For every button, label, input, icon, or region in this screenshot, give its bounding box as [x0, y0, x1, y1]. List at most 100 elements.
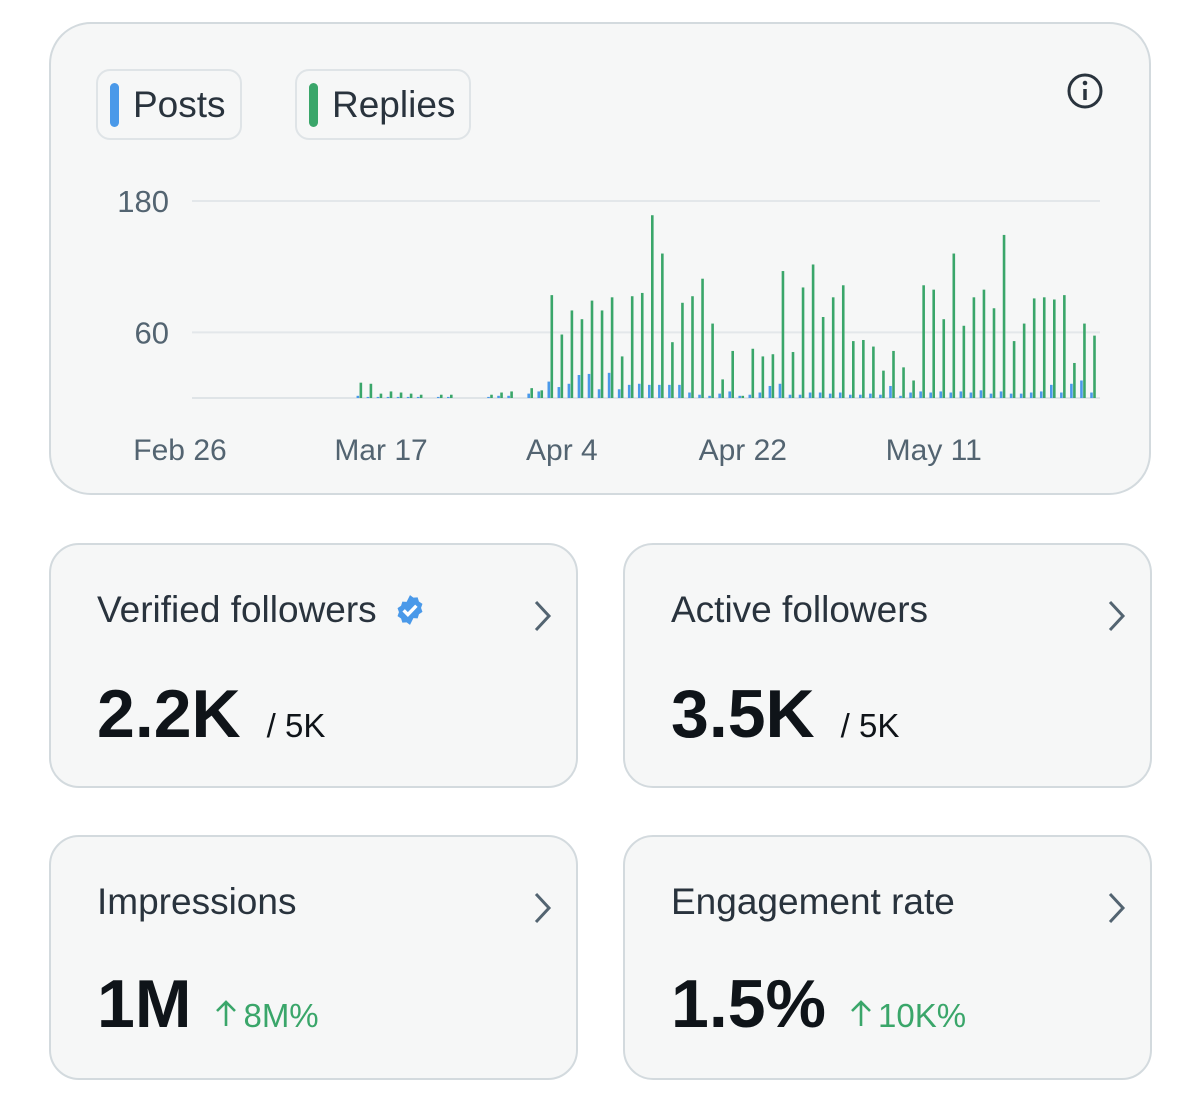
stat-card[interactable]: Impressions 1M 8M%	[49, 835, 578, 1080]
bar	[640, 292, 644, 398]
bar	[1083, 323, 1086, 398]
chevron	[532, 599, 554, 638]
bar	[610, 297, 614, 398]
card-value: 2.2K / 5K	[97, 675, 325, 753]
x-tick-label: May 11	[886, 434, 982, 467]
card-title: Engagement rate	[671, 881, 955, 923]
bar	[1090, 392, 1093, 398]
stat-card[interactable]: Active followers 3.5K / 5K	[623, 543, 1152, 788]
info-icon[interactable]	[1067, 73, 1103, 109]
bar	[399, 392, 403, 398]
bar	[701, 278, 704, 398]
bar	[386, 396, 390, 398]
card-title: Impressions	[97, 881, 296, 923]
bar	[902, 367, 905, 398]
bar	[1080, 380, 1083, 398]
bar	[607, 372, 611, 398]
bar	[932, 289, 935, 398]
bar	[821, 317, 825, 398]
x-tick-label: Apr 4	[526, 434, 598, 467]
bar	[530, 388, 533, 398]
bar	[450, 394, 453, 398]
card-value-text: 1.5%	[671, 966, 826, 1042]
bar	[409, 393, 413, 398]
card-title-text: Verified followers	[97, 589, 377, 630]
bar	[942, 319, 946, 398]
bar	[889, 385, 892, 398]
bar	[1022, 323, 1026, 398]
bar	[379, 393, 383, 398]
bar	[992, 308, 996, 398]
card-change-text: 10K%	[878, 997, 967, 1034]
card-title-text: Active followers	[671, 589, 929, 630]
card-title-text: Impressions	[97, 881, 297, 922]
bar	[590, 300, 594, 398]
card-value: 1.5% 10K%	[671, 965, 966, 1043]
bar	[376, 396, 380, 398]
bar	[369, 383, 373, 398]
bar	[396, 396, 400, 398]
bar	[801, 287, 805, 398]
up-arrow	[215, 997, 237, 1026]
bar	[831, 297, 835, 398]
bar	[708, 395, 711, 398]
bar	[1009, 393, 1013, 398]
card-value: 1M 8M%	[97, 965, 319, 1043]
card-change: 8M%	[215, 997, 319, 1035]
bar	[1042, 297, 1046, 398]
bar	[668, 384, 671, 398]
legend-item[interactable]: Replies	[295, 69, 472, 140]
bar	[1093, 335, 1096, 398]
bar	[808, 392, 812, 398]
bar	[688, 392, 691, 398]
bar	[547, 381, 551, 398]
bar	[487, 396, 490, 398]
bar	[798, 394, 802, 398]
bar	[1029, 392, 1033, 398]
bar	[718, 393, 721, 398]
chart: 60 180 Feb 26 Mar 17 Apr 4 Apr 22 May 11	[117, 73, 1103, 467]
card-suffix: / 5K	[840, 707, 900, 744]
bar	[778, 383, 782, 398]
chevron	[532, 891, 554, 930]
bar	[838, 392, 842, 398]
bar	[859, 394, 862, 398]
bar	[447, 396, 450, 398]
bar	[922, 285, 925, 398]
bar	[841, 285, 845, 398]
bar	[741, 395, 745, 398]
chevron	[1106, 599, 1128, 638]
bar	[1032, 298, 1036, 398]
bar	[1053, 299, 1056, 398]
bar	[761, 356, 765, 398]
card-value-text: 3.5K	[671, 676, 815, 752]
bar	[731, 350, 734, 398]
x-tick-label: Feb 26	[133, 434, 226, 467]
bar	[507, 395, 510, 398]
bar	[879, 394, 882, 398]
stat-card[interactable]: Engagement rate 1.5% 10K%	[623, 835, 1152, 1080]
card-change: 10K%	[850, 997, 966, 1035]
bar	[580, 319, 584, 398]
bar	[500, 392, 503, 398]
bar	[758, 392, 762, 398]
bar	[852, 341, 855, 398]
legend-label: Posts	[133, 83, 226, 125]
bar	[557, 387, 561, 398]
bar	[872, 346, 875, 398]
bar	[899, 395, 902, 398]
bar	[1012, 341, 1016, 398]
bar	[406, 396, 410, 398]
bar	[959, 391, 963, 398]
bar	[416, 396, 420, 398]
legend-item[interactable]: Posts	[96, 69, 242, 140]
bar	[811, 264, 815, 398]
bar	[751, 348, 755, 398]
bar	[617, 389, 621, 398]
y-tick-label: 180	[117, 184, 169, 219]
bar	[962, 325, 966, 398]
stat-card[interactable]: Verified followers 2.2K / 5K	[49, 543, 578, 788]
bar	[788, 394, 792, 398]
bar	[436, 396, 440, 398]
